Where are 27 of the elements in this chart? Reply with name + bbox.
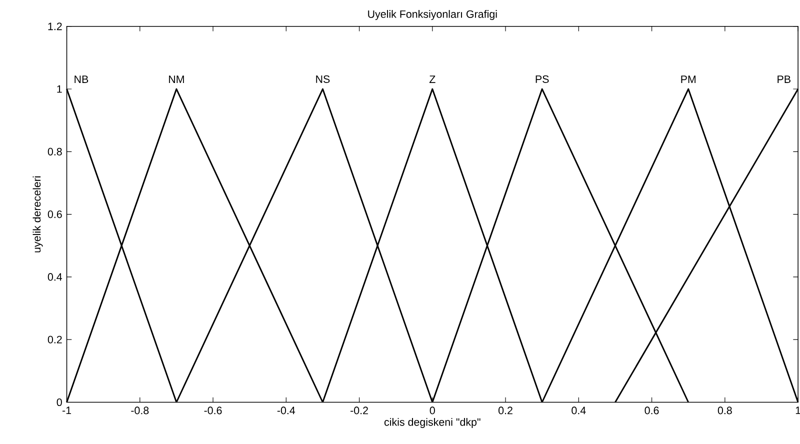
y-tick-label: 0.2 <box>48 336 62 344</box>
series-label: PM <box>681 75 696 83</box>
x-tick-label: -0.6 <box>204 406 222 414</box>
x-tick-label: -0.8 <box>131 406 149 414</box>
x-tick-label: -1 <box>62 406 71 414</box>
series-label: Z <box>429 75 436 83</box>
y-tick-label: 1.2 <box>48 22 62 30</box>
y-tick-label: 0 <box>56 398 62 406</box>
series-label: PB <box>778 75 790 83</box>
x-tick-label: 0.4 <box>572 406 586 414</box>
y-tick-label: 0.4 <box>48 273 62 281</box>
series-label: NS <box>316 75 330 83</box>
chart-title: Uyelik Fonksiyonları Grafigi <box>368 10 497 20</box>
series-label: NM <box>169 75 184 83</box>
series-label: PS <box>536 75 549 83</box>
x-tick-label: 0.2 <box>498 406 512 414</box>
y-axis-title: uyelik dereceleri <box>32 176 43 252</box>
x-tick-label: -0.2 <box>350 406 368 414</box>
y-tick-label: 1 <box>57 85 62 93</box>
y-tick-label: 0.6 <box>48 210 62 218</box>
y-tick-label: 0.8 <box>48 148 62 156</box>
x-tick-label: 0.6 <box>644 406 659 414</box>
x-tick-label: -0.4 <box>277 406 296 414</box>
series-label: NB <box>74 75 88 83</box>
x-tick-label: 0.8 <box>718 406 732 414</box>
x-tick-label: 0 <box>430 406 435 414</box>
x-axis-title: cikis degiskeni "dkp" <box>384 418 480 428</box>
